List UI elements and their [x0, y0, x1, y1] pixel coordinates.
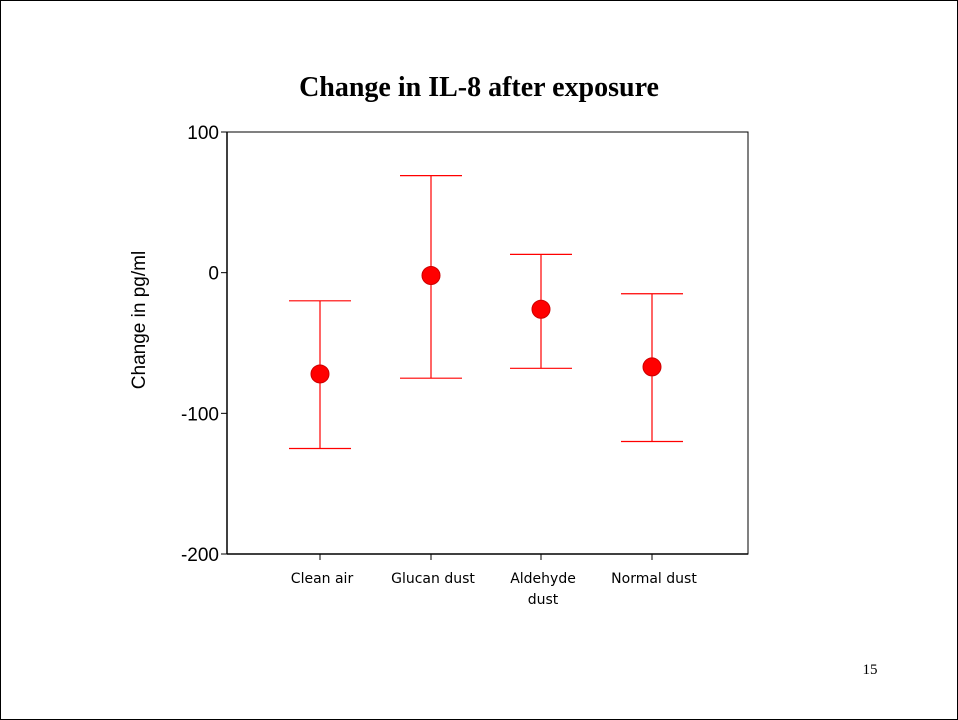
mean-point [421, 265, 441, 285]
mean-point [642, 357, 662, 377]
axes: -200 -100 0 100 Clean air Glucan dust Aldehyde… [129, 123, 749, 608]
data-marks [289, 175, 683, 450]
x-tick-label: Aldehyde [510, 571, 576, 587]
y-tick-label: 100 [187, 123, 219, 144]
page-number: 15 [862, 662, 878, 678]
x-tick-label: Normal dust [611, 571, 697, 587]
mean-point [310, 364, 330, 384]
x-tick-label: dust [528, 592, 559, 608]
x-tick-label: Glucan dust [391, 571, 475, 587]
chart-title: Change in IL-8 after exposure [299, 72, 659, 103]
y-tick-label: 0 [208, 264, 219, 285]
y-tick-label: -100 [181, 404, 219, 425]
mean-point [531, 299, 551, 319]
plot-frame [226, 131, 749, 555]
y-axis-label: Change in pg/ml [129, 251, 150, 389]
y-tick-label: -200 [181, 545, 219, 566]
x-tick-label: Clean air [291, 571, 354, 587]
